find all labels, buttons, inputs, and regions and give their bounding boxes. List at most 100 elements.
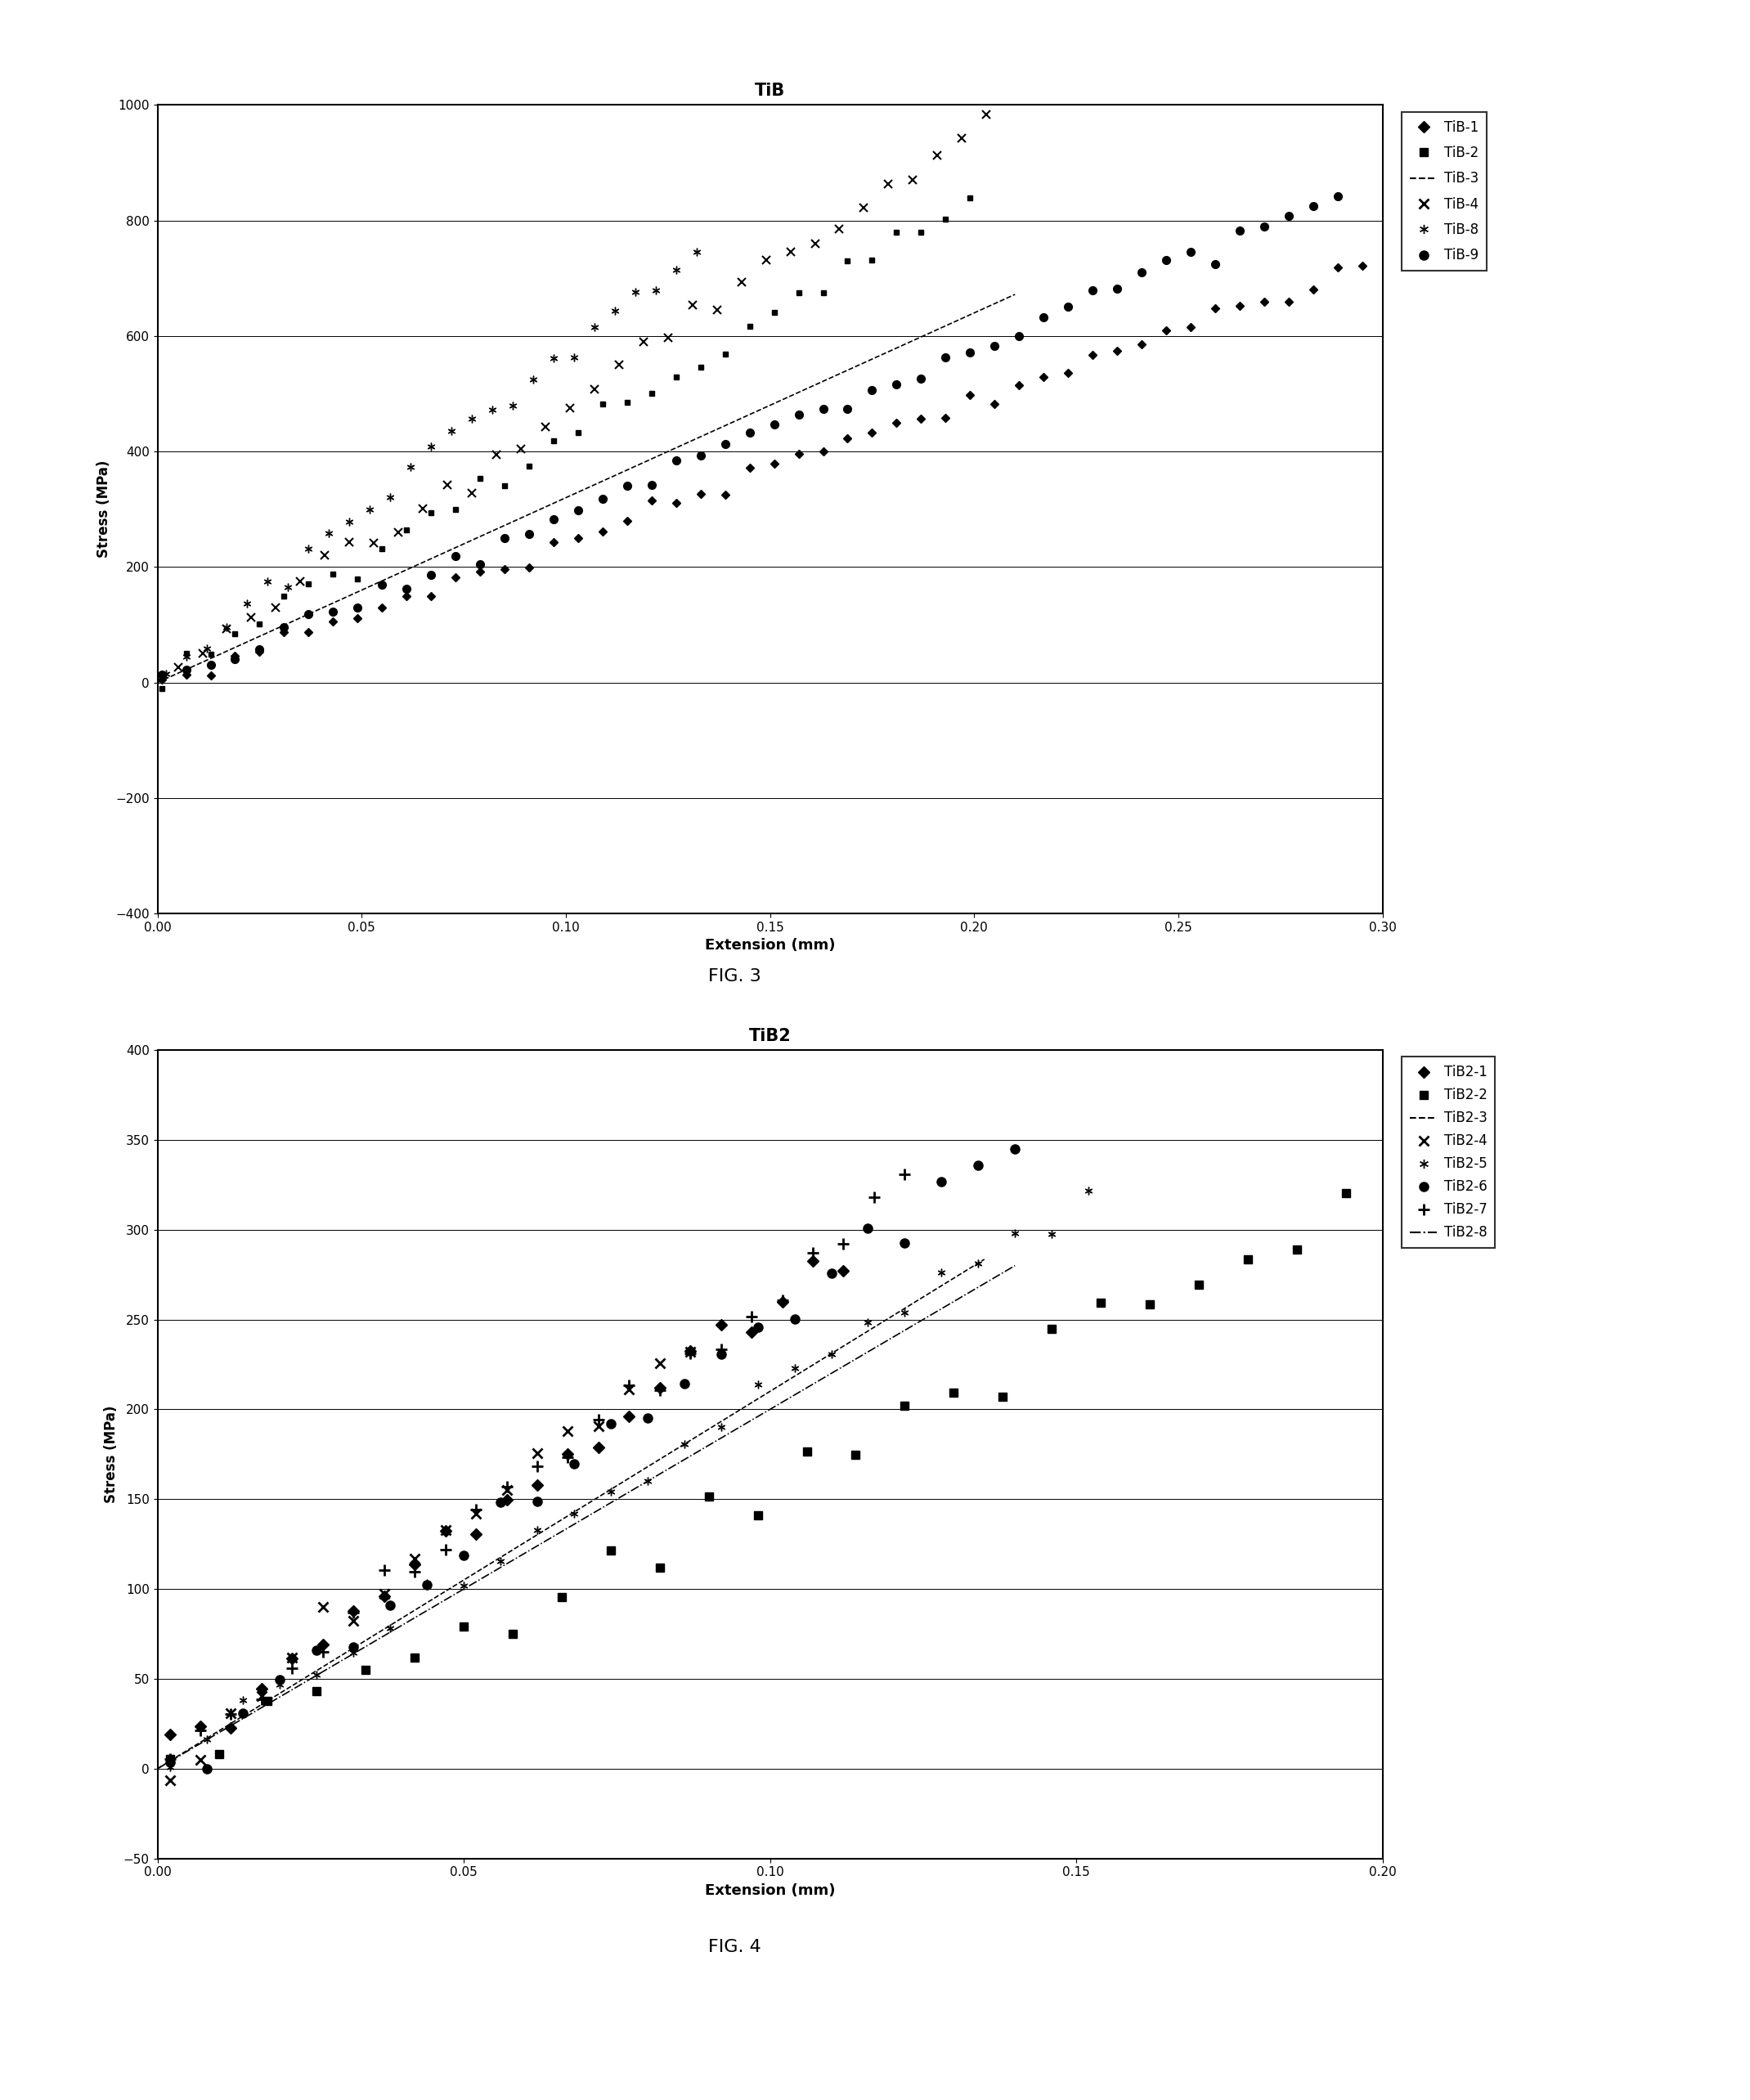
- TiB-9: [518, 521, 539, 546]
- TiB2-7: [220, 1701, 242, 1726]
- TiB-8: [278, 575, 299, 601]
- TiB2-4: [282, 1644, 303, 1670]
- TiB-2: [738, 313, 760, 338]
- TiB2-8: [620, 1478, 640, 1504]
- TiB2-1: [434, 1518, 455, 1544]
- TiB2-8: [252, 1695, 273, 1720]
- TiB-4: [805, 231, 826, 256]
- TiB-1: [542, 529, 564, 554]
- TiB2-8: [865, 1336, 886, 1361]
- TiB2-6: [343, 1634, 364, 1659]
- TiB-2: [616, 391, 637, 416]
- TiB2-3: [282, 1674, 303, 1699]
- TiB2-1: [620, 1403, 640, 1428]
- TiB-8: [340, 508, 360, 533]
- TiB2-8: [567, 1510, 588, 1535]
- TiB-2: [224, 622, 245, 647]
- TiB2-8: [410, 1602, 431, 1628]
- TiB2-1: [220, 1716, 242, 1741]
- TiB-9: [934, 344, 956, 370]
- TiB-8: [646, 277, 667, 302]
- TiB-4: [315, 542, 336, 567]
- TiB-4: [584, 376, 606, 401]
- TiB2-7: [802, 1241, 824, 1266]
- TiB2-3: [873, 1308, 894, 1334]
- TiB-1: [1204, 296, 1225, 321]
- TiB2-1: [833, 1258, 854, 1283]
- TiB-1: [396, 584, 416, 609]
- TiB2-1: [558, 1441, 579, 1466]
- TiB-2: [347, 567, 368, 592]
- TiB2-8: [672, 1449, 693, 1474]
- TiB-8: [401, 454, 422, 479]
- TiB2-3: [620, 1466, 640, 1491]
- TiB2-8: [304, 1663, 326, 1688]
- TiB2-5: [637, 1468, 658, 1493]
- TiB-9: [445, 544, 466, 569]
- TiB2-5: [1004, 1220, 1026, 1245]
- Line: TiB2-4: TiB2-4: [164, 1348, 695, 1785]
- TiB-4: [266, 594, 287, 620]
- TiB-8: [359, 496, 380, 521]
- TiB-1: [616, 508, 637, 533]
- TiB-4: [340, 529, 360, 554]
- TiB2-1: [527, 1472, 548, 1497]
- TiB2-8: [357, 1634, 378, 1659]
- TiB-9: [910, 365, 931, 391]
- TiB-1: [640, 487, 662, 512]
- TiB2-3: [416, 1590, 438, 1615]
- TiB2-7: [527, 1453, 548, 1478]
- TiB-4: [388, 519, 410, 544]
- Legend: TiB-1, TiB-2, TiB-3, TiB-4, TiB-8, TiB-9: TiB-1, TiB-2, TiB-3, TiB-4, TiB-8, TiB-9: [1402, 111, 1486, 271]
- TiB2-3: [485, 1548, 506, 1573]
- TiB-9: [273, 615, 294, 640]
- TiB2-8: [234, 1705, 255, 1730]
- TiB2-1: [681, 1338, 702, 1363]
- TiB-1: [836, 426, 858, 452]
- TiB-2: [690, 355, 711, 380]
- Line: TiB2-3: TiB2-3: [158, 1260, 984, 1768]
- TiB-8: [584, 315, 606, 340]
- Line: TiB-9: TiB-9: [158, 191, 1342, 678]
- TiB-1: [1180, 315, 1201, 340]
- TiB2-3: [231, 1703, 252, 1728]
- TiB-1: [690, 481, 711, 506]
- TiB2-8: [287, 1674, 308, 1699]
- TiB-1: [665, 491, 686, 517]
- TiB2-8: [147, 1756, 168, 1781]
- TiB2-2: [649, 1554, 670, 1579]
- TiB-8: [441, 418, 462, 443]
- Line: TiB2-8: TiB2-8: [158, 1266, 1015, 1768]
- TiB-4: [928, 143, 949, 168]
- TiB-8: [665, 256, 686, 281]
- TiB2-6: [1004, 1136, 1026, 1161]
- TiB2-8: [182, 1735, 203, 1760]
- TiB2-3: [738, 1392, 760, 1418]
- TiB2-3: [838, 1329, 859, 1355]
- TiB-2: [248, 611, 270, 636]
- TiB-1: [518, 554, 539, 580]
- TiB-2: [469, 466, 490, 491]
- TiB2-6: [416, 1573, 438, 1598]
- TiB-4: [830, 216, 850, 242]
- TiB2-3: [366, 1621, 387, 1646]
- TiB2-5: [196, 1726, 217, 1751]
- TiB-1: [984, 391, 1004, 416]
- TiB-9: [1302, 193, 1323, 218]
- TiB-4: [977, 101, 998, 126]
- Line: TiB-2: TiB-2: [159, 195, 973, 691]
- TiB-8: [542, 344, 564, 370]
- TiB2-1: [588, 1434, 609, 1460]
- TiB2-5: [270, 1672, 290, 1697]
- TiB-9: [322, 598, 343, 624]
- TiB2-3: [973, 1247, 994, 1273]
- TiB2-6: [564, 1451, 585, 1476]
- TiB2-3: [299, 1663, 320, 1688]
- TiB2-1: [802, 1247, 824, 1273]
- TiB2-4: [620, 1378, 640, 1403]
- TiB-4: [290, 569, 312, 594]
- TiB-9: [861, 378, 882, 403]
- TiB2-8: [812, 1365, 833, 1390]
- TiB2-1: [404, 1552, 425, 1577]
- TiB2-3: [164, 1745, 186, 1770]
